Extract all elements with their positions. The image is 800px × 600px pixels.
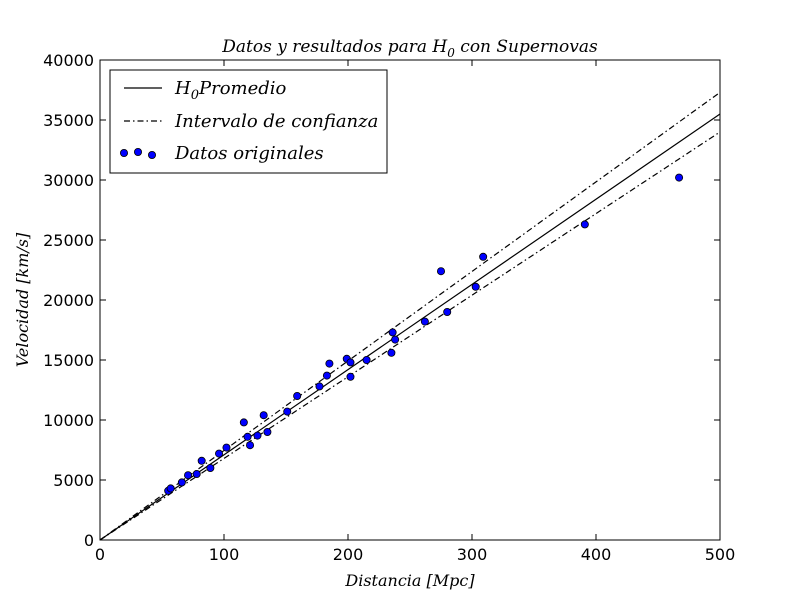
data-points [164, 173, 684, 495]
y-tick-label: 15000 [43, 351, 94, 370]
legend-entry-ci: Intervalo de confianza [174, 111, 378, 132]
data-point [346, 372, 355, 381]
legend-marker-swatch [147, 150, 156, 159]
confidence-bound-line [99, 131, 721, 541]
data-point [239, 418, 248, 427]
data-point [222, 443, 231, 452]
data-point [362, 355, 371, 364]
legend-entry-data: Datos originales [174, 143, 324, 164]
fit-lines [99, 91, 721, 541]
data-point [206, 463, 215, 472]
data-point [166, 484, 175, 493]
data-point [184, 471, 193, 480]
y-tick-label: 30000 [43, 171, 94, 190]
data-point [263, 427, 272, 436]
legend-entry-mean: H0Promedio [174, 78, 287, 103]
data-point [388, 328, 397, 337]
data-point [471, 282, 480, 291]
data-point [436, 267, 445, 276]
y-axis-label: Velocidad [km/s] [13, 232, 32, 367]
x-tick-label: 300 [457, 545, 488, 564]
y-tick-label: 0 [84, 531, 94, 550]
data-point [443, 307, 452, 316]
x-axis: 0 100 200 300 400 500 [95, 60, 735, 564]
x-tick-label: 400 [581, 545, 612, 564]
confidence-bound-line [99, 91, 721, 541]
data-point [177, 478, 186, 487]
y-tick-label: 40000 [43, 51, 94, 70]
data-point [420, 317, 429, 326]
x-tick-label: 0 [95, 545, 105, 564]
y-tick-label: 10000 [43, 411, 94, 430]
legend: H0Promedio Intervalo de confianza Datos … [109, 69, 388, 174]
x-axis-label: Distancia [Mpc] [344, 571, 475, 590]
mean-fit-line [99, 113, 721, 541]
data-point [215, 449, 224, 458]
data-point [243, 432, 252, 441]
data-point [325, 359, 334, 368]
data-point [192, 469, 201, 478]
legend-marker-swatch [133, 147, 142, 156]
data-point [283, 407, 292, 416]
x-tick-label: 500 [705, 545, 736, 564]
data-point [675, 173, 684, 182]
data-point [253, 431, 262, 440]
y-tick-label: 25000 [43, 231, 94, 250]
data-point [315, 382, 324, 391]
data-point [259, 411, 268, 420]
data-point [391, 335, 400, 344]
data-point [197, 456, 206, 465]
data-point [246, 441, 255, 450]
data-point [293, 391, 302, 400]
data-point [346, 358, 355, 367]
x-tick-label: 100 [209, 545, 240, 564]
legend-marker-swatch [120, 148, 129, 157]
chart-title: Datos y resultados para H0 con Supernova… [221, 37, 598, 60]
y-tick-label: 5000 [53, 471, 94, 490]
data-point [322, 371, 331, 380]
y-tick-label: 35000 [43, 111, 94, 130]
y-tick-label: 20000 [43, 291, 94, 310]
data-point [479, 252, 488, 261]
data-point [387, 348, 396, 357]
data-point [580, 220, 589, 229]
x-tick-label: 200 [333, 545, 364, 564]
y-axis: 0 5000 10000 15000 20000 25000 30000 35000 40000 [43, 51, 720, 550]
